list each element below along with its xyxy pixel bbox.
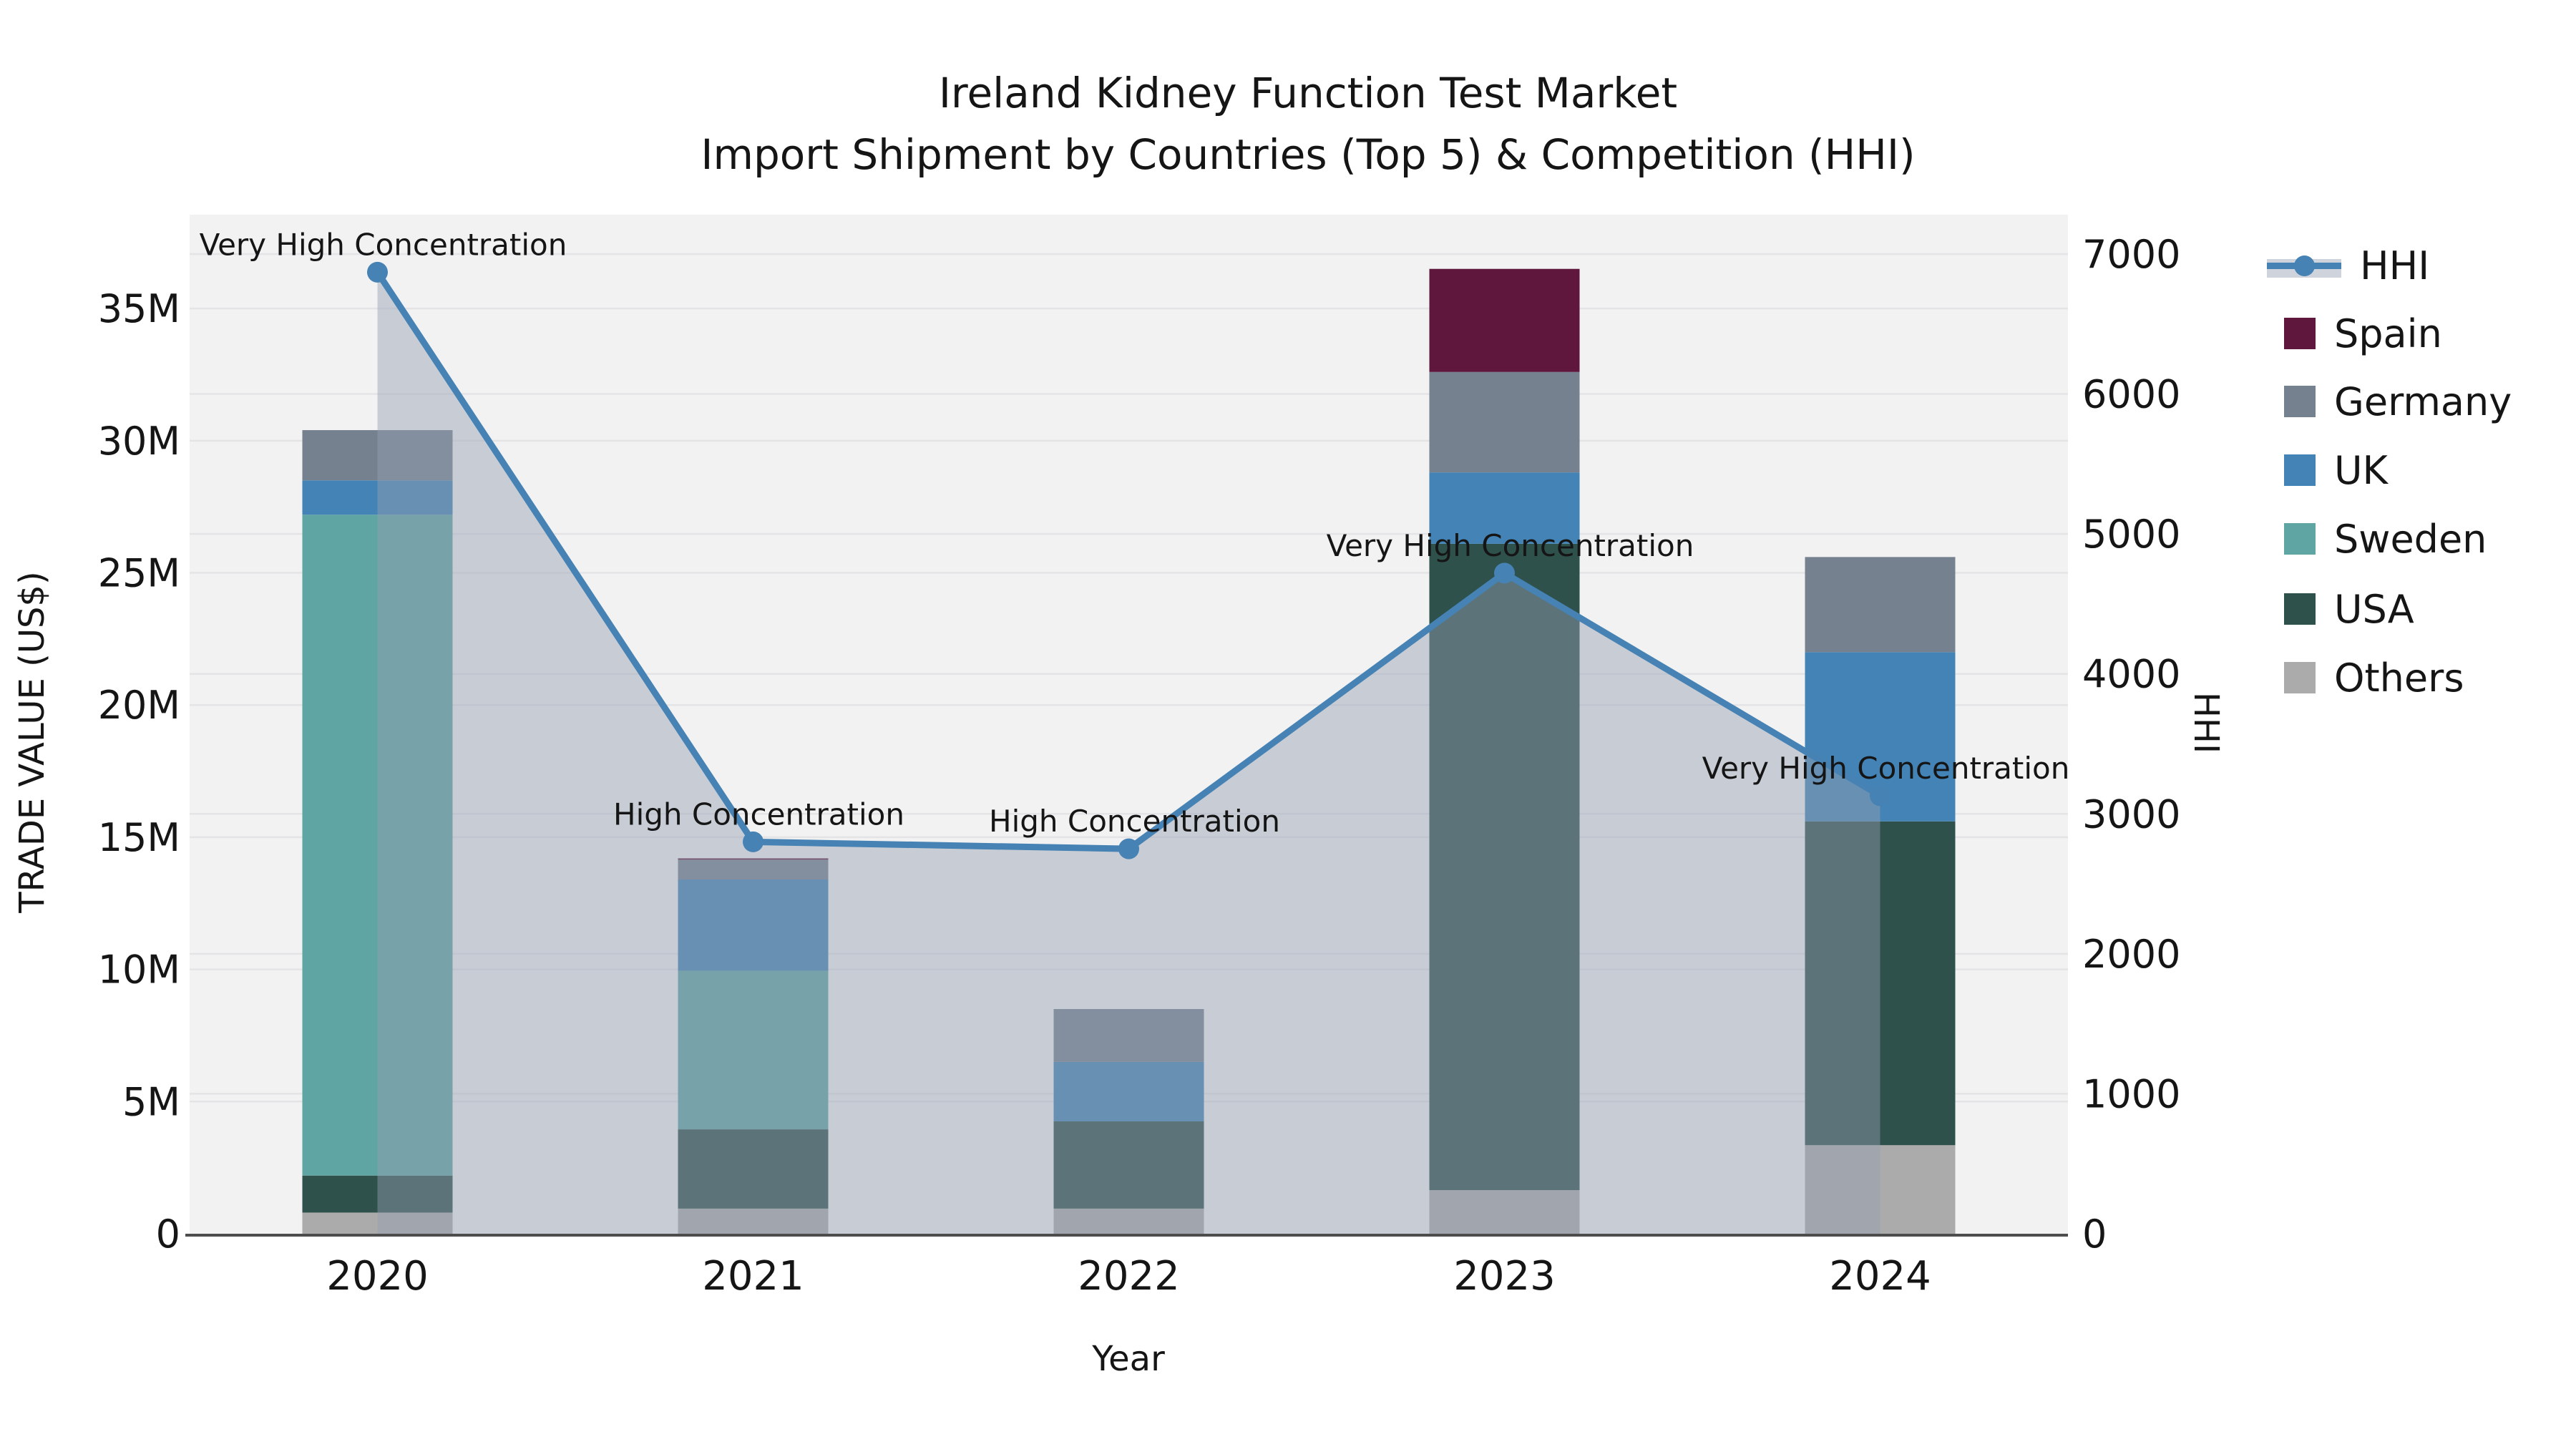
bar-segment-2021-usa bbox=[678, 1129, 829, 1209]
chart-title-line2: Import Shipment by Countries (Top 5) & C… bbox=[701, 130, 1916, 179]
bar-segment-2023-germany bbox=[1429, 371, 1580, 473]
annotation-2021: High Concentration bbox=[613, 796, 904, 832]
bar-segment-2024-germany bbox=[1805, 557, 1956, 653]
x-axis-tick-2020: 2020 bbox=[326, 1253, 429, 1300]
hhi-marker-2024 bbox=[1870, 785, 1890, 807]
bar-segment-2020-uk bbox=[302, 480, 453, 515]
bar-segment-2022-others bbox=[1053, 1208, 1204, 1234]
left-axis-title: TRADE VALUE (US$) bbox=[12, 571, 52, 913]
right-axis-tick-6000: 6000 bbox=[2082, 372, 2180, 417]
left-axis-tick-0: 0 bbox=[156, 1212, 180, 1257]
bar-segment-2020-others bbox=[302, 1212, 453, 1234]
annotation-2024: Very High Concentration bbox=[1702, 751, 2070, 786]
annotation-2022: High Concentration bbox=[989, 804, 1280, 839]
bar-segment-2024-usa bbox=[1805, 821, 1956, 1146]
left-axis-tick-25M: 25M bbox=[98, 551, 180, 596]
x-axis-tick-2022: 2022 bbox=[1078, 1253, 1180, 1300]
hhi-marker-2022 bbox=[1118, 838, 1139, 859]
bar-segment-2023-uk bbox=[1429, 472, 1580, 544]
left-axis-tick-15M: 15M bbox=[98, 815, 180, 860]
bar-segment-2021-germany bbox=[678, 859, 829, 880]
left-axis-tick-35M: 35M bbox=[98, 286, 180, 331]
hhi-marker-2020 bbox=[367, 261, 388, 283]
bar-segment-2023-usa bbox=[1429, 543, 1580, 1191]
x-axis-tick-2024: 2024 bbox=[1829, 1253, 1931, 1300]
bar-segment-2022-usa bbox=[1053, 1121, 1204, 1209]
bar-segment-2024-others bbox=[1805, 1145, 1956, 1234]
bar-segment-2022-germany bbox=[1053, 1009, 1204, 1062]
bar-segment-2023-spain bbox=[1429, 268, 1580, 372]
right-axis-tick-2000: 2000 bbox=[2082, 932, 2180, 977]
bar-segment-2021-spain bbox=[678, 858, 829, 860]
right-axis-tick-3000: 3000 bbox=[2082, 791, 2180, 837]
right-axis-title: HHI bbox=[2186, 691, 2226, 754]
bar-segment-2021-sweden bbox=[678, 970, 829, 1130]
right-axis-tick-7000: 7000 bbox=[2082, 232, 2180, 277]
bar-segment-2020-sweden bbox=[302, 515, 453, 1176]
chart-title-line1: Ireland Kidney Function Test Market bbox=[938, 69, 1678, 117]
bar-segment-2020-germany bbox=[302, 430, 453, 481]
right-axis-tick-1000: 1000 bbox=[2082, 1071, 2180, 1116]
left-axis-tick-20M: 20M bbox=[98, 683, 180, 728]
left-axis-tick-5M: 5M bbox=[122, 1079, 180, 1124]
x-axis-tick-2021: 2021 bbox=[702, 1253, 804, 1300]
annotation-2020: Very High Concentration bbox=[200, 227, 567, 262]
x-axis-title: Year bbox=[1092, 1339, 1165, 1379]
hhi-area-fill bbox=[377, 272, 1880, 1234]
hhi-marker-2023 bbox=[1494, 562, 1515, 584]
bar-segment-2021-others bbox=[678, 1208, 829, 1234]
x-axis-tick-2023: 2023 bbox=[1453, 1253, 1556, 1300]
bar-segment-2022-uk bbox=[1053, 1061, 1204, 1122]
right-axis-tick-5000: 5000 bbox=[2082, 512, 2180, 557]
left-axis-tick-10M: 10M bbox=[98, 947, 180, 993]
right-axis-tick-0: 0 bbox=[2082, 1212, 2107, 1257]
right-axis-tick-4000: 4000 bbox=[2082, 652, 2180, 697]
hhi-marker-2021 bbox=[743, 831, 763, 852]
bar-segment-2021-uk bbox=[678, 880, 829, 971]
left-axis-tick-30M: 30M bbox=[98, 419, 180, 464]
bar-segment-2020-usa bbox=[302, 1175, 453, 1213]
bar-segment-2023-others bbox=[1429, 1190, 1580, 1234]
annotation-2023: Very High Concentration bbox=[1327, 528, 1694, 563]
